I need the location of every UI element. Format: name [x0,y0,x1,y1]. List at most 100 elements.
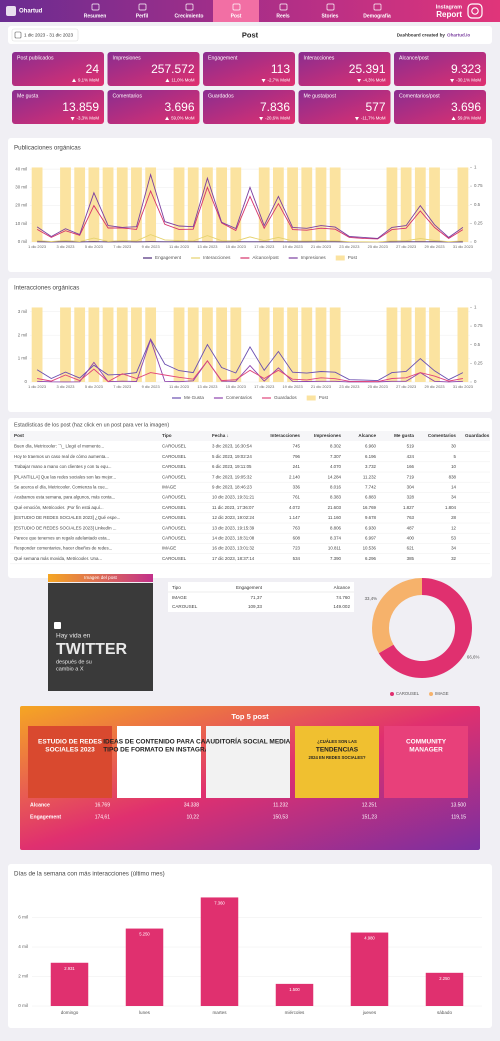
nav-icon [232,3,241,11]
table-cell: CAROUSEL [162,535,187,540]
x-tick-label: 23 dic 2023 [339,384,359,389]
bar [74,167,86,242]
top5-post-text: TENDENCIAS [316,747,359,754]
table-cell: 761 [293,495,301,500]
table-header: Me gusta [394,433,414,438]
kpi-card [203,90,295,124]
legend-label: CAROUSEL [396,691,420,696]
bar [350,932,389,1006]
table-cell: 10.536 [363,546,377,551]
top5-post-image[interactable] [295,726,379,798]
kpi-value: 3.696 [164,100,194,114]
table-cell: Qué semana más movida, Metricooler. Una.… [14,556,102,561]
bar-value-label: 4.980 [364,936,375,941]
date-picker[interactable] [11,28,79,42]
x-tick-label: 19 dic 2023 [283,244,303,249]
legend: Engagement Interacciones Alcance/post Impre… [143,255,358,261]
bar [60,307,71,382]
table-cell: CAROUSEL [162,556,187,561]
bar [202,167,213,242]
credit-brand: Ohartud.io [447,33,470,38]
table-cell: 13 dic 2023, 19:15:39 [212,525,255,530]
bar [88,307,100,382]
kpi-delta: -2,7% MoM [268,78,291,83]
top5-post-text: 2024 EN REDES SOCIALES? [308,755,365,760]
table-cell: CAROUSEL [162,515,187,520]
kpi-label: Comentarios [113,93,143,99]
top5-post-text: ESTUDIO DE REDES [38,739,103,746]
bar [400,307,412,382]
nav-icon [138,3,147,11]
bar [425,972,464,1006]
kpi-card [107,52,200,86]
top5-post-image[interactable] [117,726,201,798]
trend-down-arrow [70,117,75,121]
chart-title: Días de la semana con más interacciones … [14,871,165,878]
x-tick-label: 19 dic 2023 [283,384,303,389]
kpi-label: Engagement [208,55,238,61]
top5-row-value: 150,53 [273,814,289,820]
nav-label[interactable]: Resumen [84,13,107,19]
nav-label[interactable]: Stories [322,13,339,19]
type-table-cell: CAROUSEL [172,604,198,609]
date-range[interactable]: 1 dic 2023 - 31 dic 2023 [24,33,73,38]
kpi-label: Comentarios/post [399,93,440,99]
bar [287,307,298,382]
nav-label[interactable]: Reels [276,13,290,19]
table-cell: 53 [451,535,456,540]
kpi-card [394,90,486,124]
bar-value-label: 5.250 [139,932,150,937]
table-cell: 8.302 [330,444,342,449]
trend-up-arrow [165,116,170,120]
bar [145,167,157,242]
top5-post-image[interactable] [28,726,112,798]
y-tick-label: 40 mil [15,166,27,171]
bar [173,167,185,242]
table-header: Interacciones [270,433,300,438]
table-cell: 9.678 [365,515,377,520]
bar-value-label: 7.360 [214,901,225,906]
x-tick-label: 9 dic 2023 [142,244,160,249]
x-tick-label: 3 dic 2023 [56,244,74,249]
nav-label[interactable]: Post [231,13,242,19]
chart-title: Interacciones orgánicas [14,285,79,292]
nav-label[interactable]: Crecimiento [175,13,204,19]
kpi-card [298,52,391,86]
nav-tab-active[interactable] [213,0,259,22]
legend-label: Comentarios [226,395,253,400]
legend-label: IMAGE [435,691,449,696]
x-tick-label: 15 dic 2023 [226,384,246,389]
bar [200,897,239,1006]
kpi-delta: 59,0% MoM [458,116,482,121]
table-cell: Qué emoción, Metricooler. ¡Por fin está … [14,505,104,510]
bar [74,307,86,382]
nav-label[interactable]: Perfil [136,13,149,19]
kpi-value: 113 [271,62,290,76]
type-table-cell: 74.760 [336,595,350,600]
y-tick-label: 0 [25,379,28,384]
x-tick-label: lunes [139,1010,151,1015]
y-tick-label: 10 mil [15,221,27,226]
top5-post-image[interactable] [384,726,468,798]
post-image-text: TWITTER [56,641,128,658]
top5-post-image[interactable] [206,726,290,798]
bar [230,307,242,382]
x-tick-label: martes [212,1010,227,1015]
kpi-value: 577 [365,100,385,114]
y2-tick-label: 0.75 [474,183,483,188]
kpi-value: 7.836 [260,100,290,114]
top5-row-value: 12.251 [362,802,378,808]
kpi-label: Alcance/post [399,55,429,61]
bar [287,167,298,242]
nav-label[interactable]: Demografía [363,13,391,19]
table-cell: 3.732 [365,464,377,469]
nav-icon [326,3,335,11]
bar [272,167,284,242]
table-cell: 385 [407,556,415,561]
table-cell: 14.284 [328,474,342,479]
bar [275,983,314,1006]
y-tick-label: 20 mil [15,203,27,208]
top5-post-text: IDEAS DE CONTENIDO PARA CADA [103,739,215,746]
table-cell: CAROUSEL [162,525,187,530]
x-tick-label: 29 dic 2023 [424,244,444,249]
